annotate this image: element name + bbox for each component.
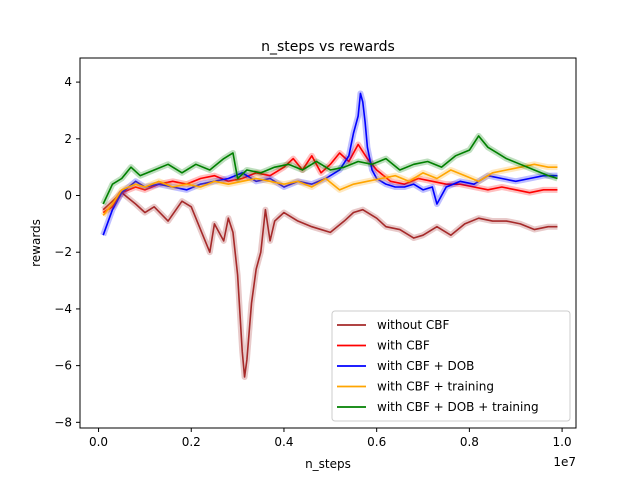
series-line-with-cbf-dob-training (102, 135, 558, 205)
x-ticks: 0.0 0.2 0.4 0.6 0.8 1.0 (89, 428, 572, 449)
x-tick-label: 0.4 (274, 435, 293, 449)
y-ticks: 4 2 0 −2 −4 −6 −8 (54, 75, 80, 429)
series-layer (100, 90, 559, 380)
legend-label-without-cbf: without CBF (377, 318, 450, 332)
x-tick-label: 1.0 (553, 435, 572, 449)
y-tick-label: −2 (54, 245, 72, 259)
x-tick-label: 0.0 (89, 435, 108, 449)
series-line-with-cbf-dob (102, 92, 558, 236)
legend-label-with-cbf: with CBF (377, 339, 430, 353)
legend-label-with-cbf-dob-training: with CBF + DOB + training (377, 400, 539, 414)
series-line-with-cbf-training (102, 163, 558, 216)
y-tick-label: 0 (64, 189, 72, 203)
chart-title: n_steps vs rewards (261, 39, 395, 55)
y-tick-label: −4 (54, 302, 72, 316)
x-offset-label: 1e7 (553, 455, 576, 469)
y-tick-label: 2 (64, 132, 72, 146)
legend-label-with-cbf-dob: with CBF + DOB (377, 359, 474, 373)
x-tick-label: 0.2 (182, 435, 201, 449)
x-tick-label: 0.8 (460, 435, 479, 449)
legend-box (331, 310, 571, 422)
plot-frame (79, 57, 577, 429)
series-line-without-cbf (102, 191, 558, 378)
legend: without CBF with CBF with CBF + DOB with CB… (331, 310, 571, 422)
y-tick-label: −6 (54, 359, 72, 373)
y-axis-label: rewards (29, 219, 43, 267)
y-tick-label: 4 (64, 75, 72, 89)
legend-label-with-cbf-training: with CBF + training (377, 380, 494, 394)
x-axis-label: n_steps (305, 457, 351, 471)
x-tick-label: 0.6 (367, 435, 386, 449)
series-line-with-cbf (102, 143, 558, 214)
y-tick-label: −8 (54, 415, 72, 429)
